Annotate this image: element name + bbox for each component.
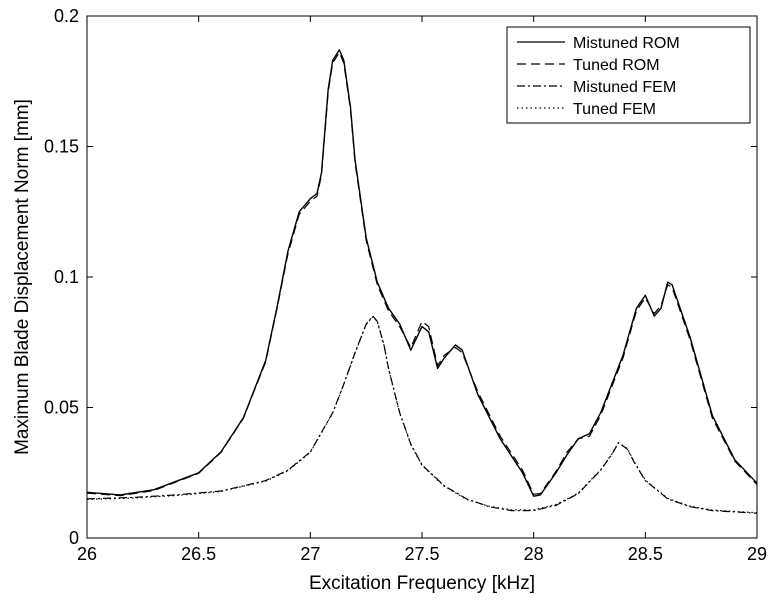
y-tick-label: 0.1 <box>54 267 79 287</box>
series-line-mistuned-fem <box>86 315 758 514</box>
x-tick-label: 29 <box>747 544 767 564</box>
x-tick-label: 27 <box>300 544 320 564</box>
y-tick-label: 0 <box>69 528 79 548</box>
legend-box <box>506 26 751 124</box>
y-axis-label: Maximum Blade Displacement Norm [mm] <box>12 99 33 455</box>
x-tick-label: 28 <box>524 544 544 564</box>
legend-label: Mistuned FEM <box>573 79 676 96</box>
series-line-tuned-fem <box>86 316 758 514</box>
x-axis-label: Excitation Frequency [kHz] <box>309 573 535 594</box>
x-tick-label: 28.5 <box>628 544 663 564</box>
x-tick-label: 26 <box>77 544 97 564</box>
y-tick-label: 0.05 <box>44 398 79 418</box>
legend: Mistuned ROM Tuned ROM Mistuned FEM Tuned F… <box>506 26 751 124</box>
axis-ticks: 26 26.5 27 27.5 28 28.5 29 0 0.05 0.1 0.15 0.2 <box>44 6 767 564</box>
series-line-tuned-rom <box>86 51 758 497</box>
legend-label: Tuned FEM <box>573 101 656 118</box>
series-lines <box>86 49 758 514</box>
legend-label: Tuned ROM <box>573 57 660 74</box>
y-tick-label: 0.15 <box>44 137 79 157</box>
y-tick-label: 0.2 <box>54 6 79 26</box>
x-tick-label: 26.5 <box>181 544 216 564</box>
series-line-mistuned-rom <box>86 49 758 497</box>
x-tick-label: 27.5 <box>404 544 439 564</box>
legend-label: Mistuned ROM <box>573 35 680 52</box>
